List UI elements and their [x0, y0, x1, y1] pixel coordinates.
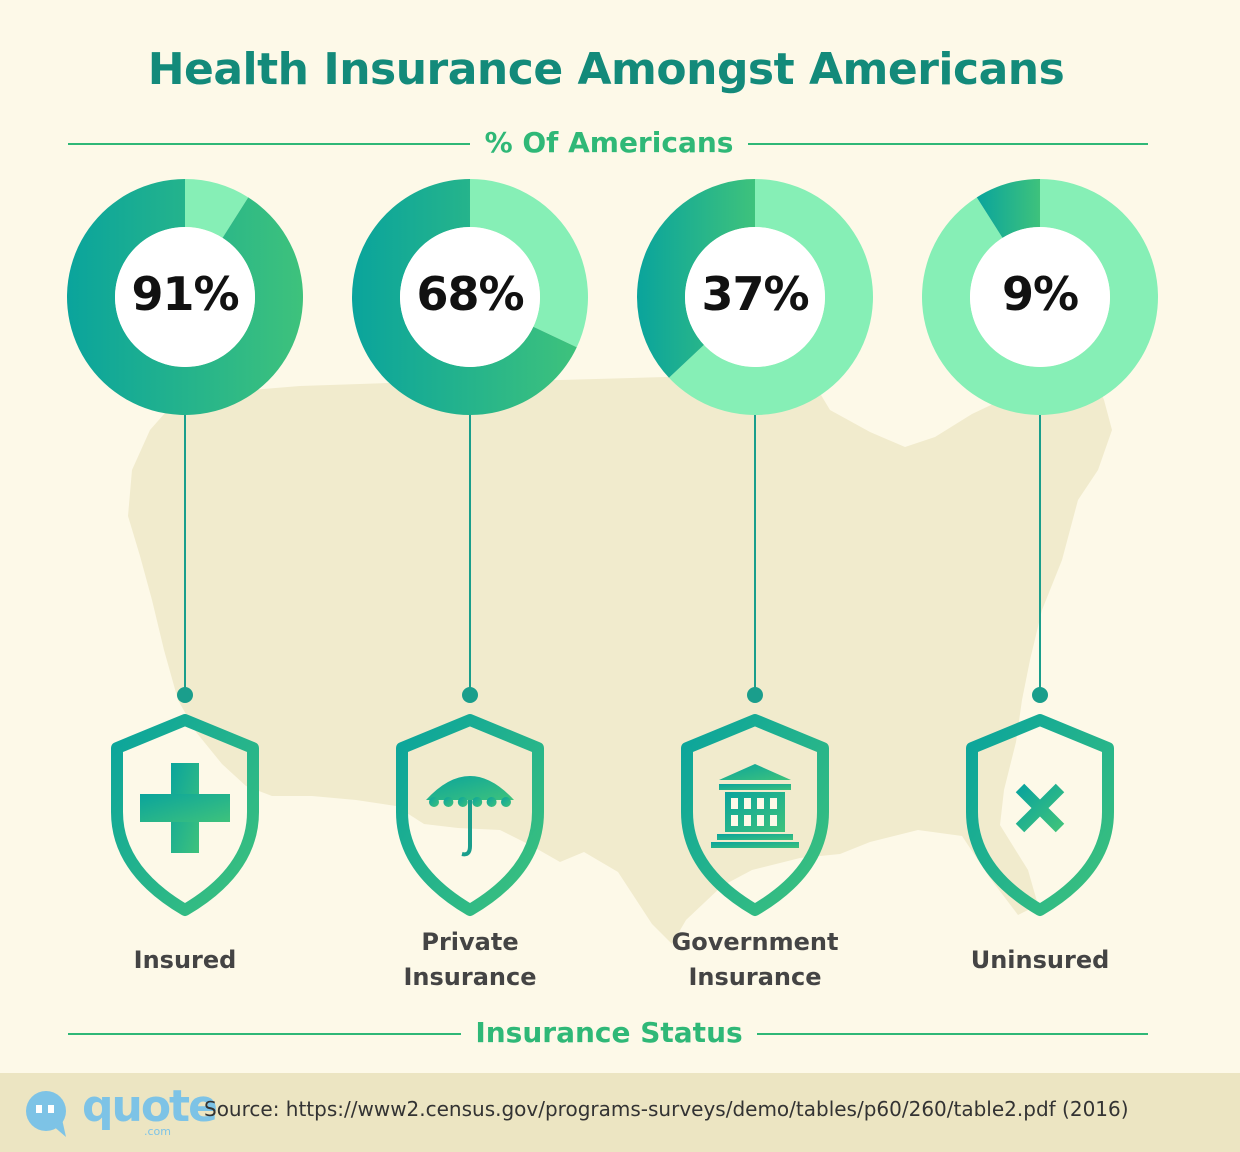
category-label-uninsured: Uninsured [920, 920, 1160, 1000]
donut-government-insurance [636, 179, 873, 415]
value-label-uninsured: 9% [1001, 267, 1079, 321]
shield-outline-private-insurance [396, 714, 544, 916]
shield-private-insurance [396, 714, 544, 916]
donut-uninsured [922, 179, 1159, 415]
donut-value-government-insurance [636, 179, 755, 378]
donut-hole-uninsured [970, 227, 1110, 367]
donut-hole-insured [115, 227, 255, 367]
source-citation: Source: https://www2.census.gov/programs… [204, 1097, 1129, 1121]
connector-dot-private-insurance [462, 687, 478, 703]
us-map-silhouette [128, 375, 1112, 944]
category-label-line: Government [671, 928, 839, 956]
page-title: Health Insurance Amongst Americans [147, 44, 1065, 95]
donut-private-insurance [352, 179, 588, 416]
donut-remainder-uninsured [922, 179, 1159, 415]
footer-band: quote .com Source: https://www2.census.g… [0, 1073, 1240, 1152]
category-label-line: Uninsured [970, 945, 1110, 974]
plus-icon [140, 763, 230, 853]
category-label-line: Insurance [403, 963, 537, 991]
donut-value-private-insurance [352, 179, 577, 416]
value-label-insured: 91% [131, 267, 239, 321]
connector-dot-government-insurance [747, 687, 763, 703]
category-label-line: Insurance [688, 963, 822, 991]
category-axis-label: Insurance Status [0, 1016, 1218, 1049]
donut-hole-government-insurance [685, 227, 825, 367]
donut-remainder-government-insurance [668, 179, 873, 415]
value-label-government-insurance: 37% [701, 267, 809, 321]
donut-remainder-insured [185, 179, 249, 238]
logo-wordmark: quote [82, 1081, 218, 1132]
category-label-government-insurance: Government Insurance [635, 920, 875, 1000]
umbrella-icon [426, 776, 514, 857]
speech-bubble-icon [26, 1091, 66, 1137]
category-label-insured: Insured [65, 920, 305, 1000]
donut-remainder-private-insurance [470, 179, 588, 348]
value-axis-label: % Of Americans [0, 126, 1218, 159]
donut-value-uninsured [976, 179, 1040, 238]
shield-insured [111, 714, 259, 916]
category-label-line: Private [421, 928, 519, 956]
category-shields [111, 714, 1114, 916]
connector-dot-insured [177, 687, 193, 703]
connectors [177, 415, 1048, 703]
government-building-icon [711, 764, 799, 848]
shield-outline-insured [111, 714, 259, 916]
quote-logo[interactable]: quote .com [22, 1081, 218, 1138]
shield-outline-government-insurance [681, 714, 829, 916]
shield-outline-uninsured [966, 714, 1114, 916]
category-label-private-insurance: Private Insurance [350, 920, 590, 1000]
logo-suffix: .com [144, 1125, 171, 1138]
donut-value-insured [66, 179, 303, 415]
donut-hole-private-insurance [400, 227, 540, 367]
x-mark-icon [1015, 783, 1065, 833]
donut-charts [66, 179, 1159, 416]
shield-government-insurance [681, 714, 829, 916]
donut-insured [66, 179, 303, 415]
shield-uninsured [966, 714, 1114, 916]
value-label-private-insurance: 68% [416, 267, 524, 321]
category-label-line: Insured [133, 945, 237, 974]
connector-dot-uninsured [1032, 687, 1048, 703]
